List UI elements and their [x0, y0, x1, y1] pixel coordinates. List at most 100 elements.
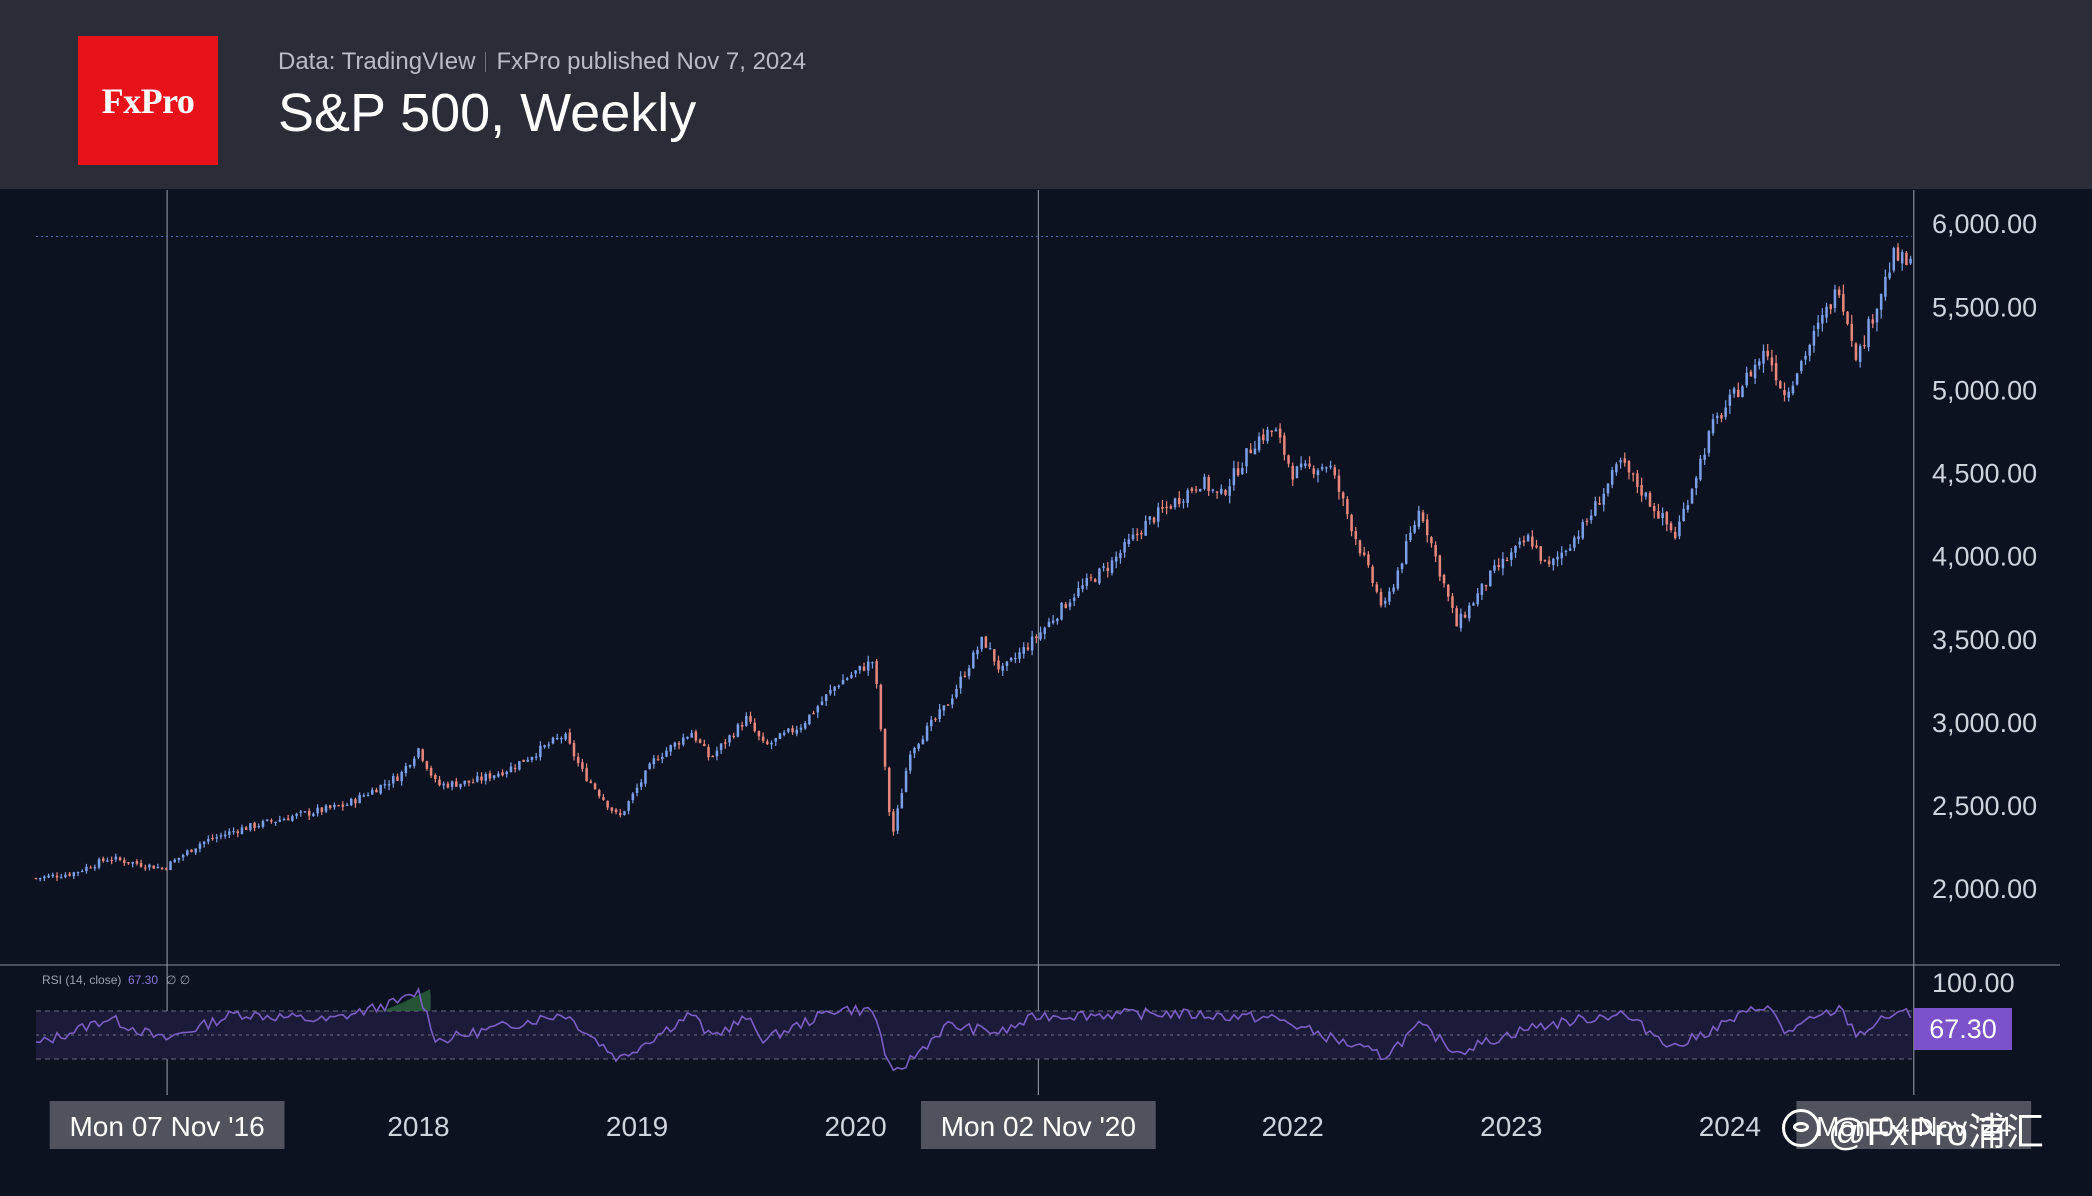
candle-body: [85, 866, 88, 872]
candle-body: [1800, 361, 1803, 372]
x-tick-highlight-box: [920, 1101, 1156, 1149]
candle-body: [446, 783, 450, 788]
candle-body: [1837, 289, 1841, 296]
candle-body: [1547, 560, 1551, 565]
candle-body: [1858, 345, 1862, 362]
candle-body: [492, 775, 496, 779]
candle-body: [219, 835, 223, 837]
candle-body: [1362, 552, 1366, 556]
candle-body: [1228, 486, 1231, 496]
x-tick-label: 2022: [1262, 1111, 1324, 1142]
candle-body: [76, 871, 80, 874]
candle-body: [370, 789, 374, 795]
candle-body: [871, 662, 874, 664]
candle-body: [732, 735, 735, 738]
candle-body: [1850, 323, 1854, 341]
candle-body: [1299, 463, 1303, 468]
candle-body: [101, 858, 105, 861]
candle-body: [114, 856, 118, 860]
y-tick-label: 2,500.00: [1932, 791, 2037, 821]
y-tick-label: 4,500.00: [1932, 459, 2037, 489]
candle-body: [1039, 632, 1042, 640]
candle-body: [1358, 540, 1362, 554]
candle-body: [1846, 311, 1849, 324]
candle-body: [1707, 431, 1711, 453]
candle-body: [1484, 585, 1488, 587]
candle-body: [1833, 289, 1837, 308]
candle-body: [476, 776, 479, 782]
candle-body: [320, 807, 324, 812]
candle-body: [1581, 521, 1585, 539]
candle-body: [858, 665, 862, 671]
candle-body: [1203, 476, 1206, 489]
candle-body: [1392, 587, 1395, 592]
candle-layer: [34, 243, 1912, 882]
candle-body: [1472, 603, 1475, 606]
candle-body: [1207, 477, 1210, 491]
candle-body: [144, 867, 147, 869]
candle-body: [1610, 470, 1614, 485]
candle-body: [1673, 531, 1677, 539]
candle-body: [1291, 465, 1294, 480]
candle-body: [1283, 435, 1286, 455]
header-bar: FxPro Data: TradingVIew FxPro published N…: [0, 0, 2092, 189]
candle-body: [417, 748, 420, 758]
candle-body: [291, 816, 294, 821]
candle-body: [778, 733, 782, 740]
candle-body: [1253, 448, 1257, 455]
candle-body: [1623, 458, 1627, 463]
candle-body: [1728, 394, 1732, 406]
candle-body: [80, 870, 84, 873]
candle-body: [1514, 546, 1517, 553]
candle-body: [1001, 665, 1004, 671]
candle-body: [913, 747, 916, 754]
candle-body: [1602, 493, 1606, 505]
candle-body: [1093, 579, 1097, 582]
candle-body: [127, 862, 130, 864]
candle-body: [673, 742, 677, 747]
candle-body: [1060, 602, 1063, 620]
rsi-legend-label: RSI (14, close): [42, 973, 121, 987]
candle-body: [686, 736, 689, 739]
candle-body: [400, 771, 403, 782]
candle-body: [303, 811, 307, 813]
candle-body: [198, 843, 202, 849]
candle-body: [232, 831, 235, 833]
candle-body: [1577, 536, 1580, 540]
candle-body: [1787, 391, 1790, 398]
candle-body: [951, 698, 954, 705]
candle-body: [383, 784, 387, 786]
candle-body: [980, 636, 983, 649]
candle-body: [316, 807, 319, 814]
candle-body: [959, 676, 962, 689]
candle-body: [68, 873, 71, 876]
candle-body: [1552, 558, 1555, 566]
candle-body: [375, 789, 378, 793]
candle-body: [1035, 636, 1038, 638]
candle-body: [278, 819, 282, 822]
candle-body: [644, 770, 647, 784]
candle-body: [1615, 464, 1618, 473]
candle-body: [131, 862, 134, 864]
rsi-top-tick: 100.00: [1932, 968, 2015, 998]
candle-body: [543, 745, 546, 748]
candle-body: [270, 820, 273, 822]
candle-body: [1064, 603, 1068, 609]
candle-body: [160, 867, 164, 870]
candle-body: [526, 759, 530, 762]
candle-body: [1909, 258, 1912, 264]
candle-body: [488, 773, 492, 779]
candle-body: [1661, 513, 1664, 518]
candle-body: [1199, 488, 1202, 492]
candle-body: [1119, 553, 1122, 559]
candle-body: [988, 648, 992, 650]
candle-body: [1480, 583, 1484, 595]
candle-body: [186, 850, 189, 855]
candle-body: [1720, 415, 1723, 419]
weibo-icon: [1782, 1109, 1820, 1147]
candle-body: [1711, 419, 1715, 434]
candle-body: [534, 756, 538, 758]
candle-body: [1594, 501, 1597, 516]
candle-body: [1644, 492, 1648, 497]
candle-body: [782, 732, 786, 735]
